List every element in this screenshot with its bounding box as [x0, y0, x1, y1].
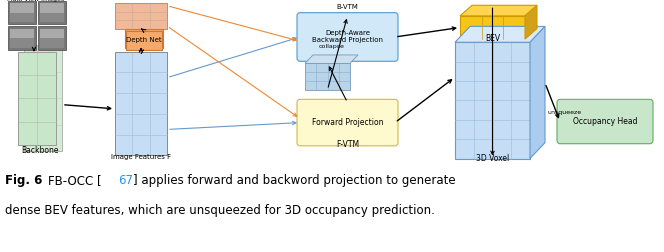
FancyBboxPatch shape	[40, 13, 64, 22]
Text: Depth Net: Depth Net	[126, 35, 162, 41]
Polygon shape	[460, 16, 525, 39]
Polygon shape	[305, 55, 358, 64]
FancyBboxPatch shape	[115, 52, 167, 155]
Text: Forward Projection: Forward Projection	[312, 118, 383, 127]
FancyBboxPatch shape	[38, 1, 66, 24]
Text: 67: 67	[118, 174, 133, 187]
FancyBboxPatch shape	[115, 3, 167, 28]
FancyBboxPatch shape	[24, 45, 62, 151]
FancyBboxPatch shape	[40, 28, 64, 38]
FancyBboxPatch shape	[10, 28, 34, 48]
Text: F-VTM: F-VTM	[336, 140, 359, 149]
FancyBboxPatch shape	[40, 3, 64, 22]
FancyBboxPatch shape	[38, 26, 66, 50]
Text: Depth Net: Depth Net	[126, 37, 162, 43]
FancyBboxPatch shape	[8, 1, 36, 24]
Text: Depth-Aware
Backward Projection: Depth-Aware Backward Projection	[312, 30, 383, 44]
FancyBboxPatch shape	[40, 38, 64, 48]
FancyBboxPatch shape	[18, 52, 56, 145]
Text: Multi-View Images: Multi-View Images	[7, 0, 64, 2]
Polygon shape	[460, 5, 537, 16]
Text: Backbone: Backbone	[21, 146, 58, 155]
FancyBboxPatch shape	[40, 28, 64, 48]
Text: B-VTM: B-VTM	[337, 4, 359, 10]
FancyBboxPatch shape	[126, 31, 162, 50]
FancyBboxPatch shape	[10, 3, 34, 13]
Text: ] applies forward and backword projection to generate: ] applies forward and backword projectio…	[133, 174, 456, 187]
FancyBboxPatch shape	[455, 42, 530, 159]
FancyBboxPatch shape	[297, 13, 398, 61]
FancyBboxPatch shape	[10, 28, 34, 38]
FancyBboxPatch shape	[297, 99, 398, 146]
FancyBboxPatch shape	[557, 99, 653, 144]
FancyBboxPatch shape	[125, 28, 163, 48]
Text: 3D Voxel: 3D Voxel	[476, 154, 509, 163]
Text: BEV: BEV	[485, 34, 500, 43]
FancyBboxPatch shape	[8, 26, 36, 50]
FancyBboxPatch shape	[40, 3, 64, 13]
Text: Occupancy Head: Occupancy Head	[573, 117, 637, 126]
Text: unsqueeze: unsqueeze	[547, 110, 581, 114]
FancyBboxPatch shape	[10, 13, 34, 22]
FancyBboxPatch shape	[10, 38, 34, 48]
Polygon shape	[525, 5, 537, 39]
Text: collapse: collapse	[319, 44, 345, 49]
Polygon shape	[455, 26, 545, 42]
Polygon shape	[530, 26, 545, 159]
Text: Fig. 6: Fig. 6	[5, 174, 42, 187]
Text: Image Features F: Image Features F	[111, 153, 171, 160]
Text: dense BEV features, which are unsqueezed for 3D occupancy prediction.: dense BEV features, which are unsqueezed…	[5, 204, 435, 217]
Text: FB-OCC [: FB-OCC [	[48, 174, 102, 187]
FancyBboxPatch shape	[10, 3, 34, 22]
FancyBboxPatch shape	[305, 64, 350, 90]
